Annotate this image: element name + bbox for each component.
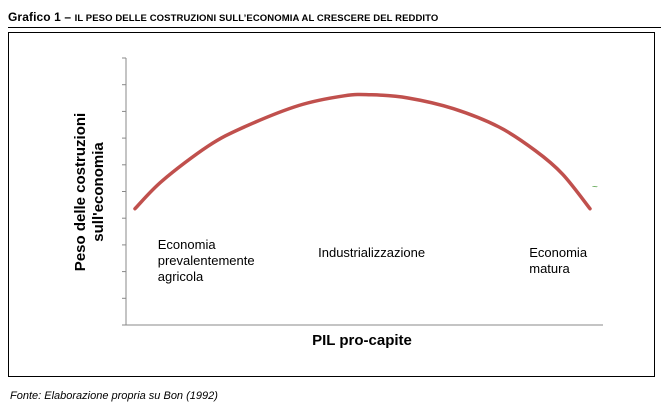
figure-title-prefix: Grafico 1 xyxy=(8,10,61,24)
phase-label-agricultural: Economia prevalentemente agricola xyxy=(157,236,255,284)
figure-title-separator: – xyxy=(60,10,75,24)
figure-title: Grafico 1 – Il peso delle costruzioni su… xyxy=(8,10,438,24)
x-axis-label: PIL pro-capite xyxy=(312,332,412,349)
chart-frame xyxy=(8,32,655,377)
source-note: Fonte: Elaborazione propria su Bon (1992… xyxy=(10,390,218,402)
title-rule xyxy=(8,27,661,28)
y-axis-label: Peso delle costruzioni sull'economia xyxy=(72,112,107,272)
series-line xyxy=(133,92,592,211)
phase-label-mature: Economia matura xyxy=(529,245,588,277)
figure-title-text: Il peso delle costruzioni sull’economia … xyxy=(74,13,439,24)
phase-label-industrialization: Industrializzazione xyxy=(318,245,426,261)
stray-marker: ~ xyxy=(592,182,598,193)
